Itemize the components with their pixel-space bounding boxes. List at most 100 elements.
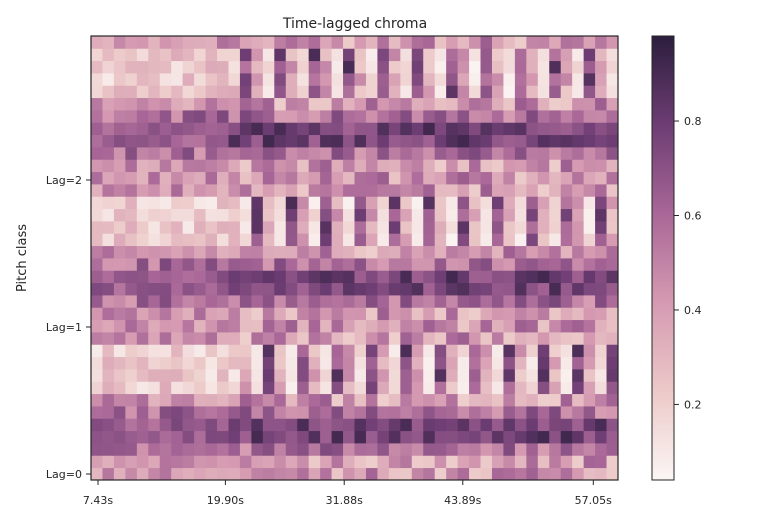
heatmap-cell xyxy=(331,282,344,296)
heatmap-cell xyxy=(274,344,287,358)
heatmap-cell xyxy=(182,332,195,345)
heatmap-cell xyxy=(423,455,436,469)
heatmap-cell xyxy=(354,430,367,444)
heatmap-cell xyxy=(354,171,367,185)
heatmap-cell xyxy=(205,60,218,74)
heatmap-cell xyxy=(136,48,149,62)
x-tick-label: 19.90s xyxy=(207,494,244,507)
heatmap-cell xyxy=(469,455,481,469)
heatmap-cell xyxy=(526,147,539,160)
heatmap-cell xyxy=(102,73,115,86)
heatmap-cell xyxy=(560,60,573,74)
heatmap-cell xyxy=(159,147,172,160)
heatmap-cell xyxy=(239,147,252,160)
heatmap-cell xyxy=(595,356,607,370)
heatmap-cell xyxy=(159,307,172,321)
heatmap-cell xyxy=(239,208,252,222)
heatmap-cell xyxy=(274,208,287,222)
heatmap-cell xyxy=(113,307,126,321)
heatmap-cell xyxy=(549,307,562,321)
heatmap-cell xyxy=(343,85,355,99)
heatmap-cell xyxy=(503,406,516,419)
heatmap-cell xyxy=(503,467,516,481)
heatmap-cell xyxy=(194,393,206,407)
heatmap-cell xyxy=(205,467,218,481)
heatmap-cell xyxy=(182,344,195,358)
heatmap-cell xyxy=(136,258,149,271)
heatmap-cell xyxy=(239,418,252,432)
heatmap-cell xyxy=(354,369,367,382)
heatmap-cell xyxy=(274,122,287,136)
heatmap-cell xyxy=(182,73,195,86)
heatmap-cell xyxy=(91,48,103,62)
heatmap-cell xyxy=(388,233,401,247)
heatmap-cell xyxy=(239,430,252,444)
heatmap-cell xyxy=(583,110,596,123)
heatmap-cell xyxy=(136,159,149,173)
heatmap-cell xyxy=(217,73,229,86)
heatmap-cell xyxy=(343,60,355,74)
heatmap-cell xyxy=(217,36,229,49)
heatmap-cell xyxy=(102,258,115,271)
heatmap-cell xyxy=(377,307,390,321)
heatmap-cell xyxy=(526,221,539,234)
heatmap-cell xyxy=(205,208,218,222)
heatmap-cell xyxy=(182,319,195,333)
heatmap-cell xyxy=(560,36,573,49)
heatmap-cell xyxy=(205,233,218,247)
heatmap-cell xyxy=(560,233,573,247)
heatmap-cell xyxy=(148,282,161,296)
heatmap-cell xyxy=(354,307,367,321)
heatmap-cell xyxy=(400,443,413,456)
heatmap-cell xyxy=(285,48,298,62)
heatmap-cell xyxy=(205,221,218,234)
heatmap-cell xyxy=(331,258,344,271)
heatmap-cell xyxy=(320,332,332,345)
heatmap-cell xyxy=(308,406,321,419)
heatmap-cell xyxy=(537,245,550,259)
heatmap-cell xyxy=(102,134,115,148)
heatmap-cell xyxy=(549,171,562,185)
heatmap-cell xyxy=(91,393,103,407)
heatmap-cell xyxy=(560,245,573,259)
heatmap-cell xyxy=(285,344,298,358)
heatmap-cell xyxy=(171,85,184,99)
heatmap-cell xyxy=(274,319,287,333)
heatmap-cell xyxy=(469,208,481,222)
heatmap-cell xyxy=(194,307,206,321)
heatmap-cell xyxy=(125,455,138,469)
heatmap-cell xyxy=(113,430,126,444)
heatmap-cell xyxy=(113,443,126,456)
heatmap-cell xyxy=(297,60,310,74)
heatmap-cell xyxy=(537,344,550,358)
heatmap-cell xyxy=(354,332,367,345)
heatmap-cell xyxy=(354,443,367,456)
heatmap-cell xyxy=(503,184,516,197)
heatmap-cell xyxy=(595,467,607,481)
heatmap-cell xyxy=(297,122,310,136)
heatmap-cell xyxy=(217,295,229,308)
heatmap-cell xyxy=(217,110,229,123)
heatmap-cell xyxy=(297,110,310,123)
heatmap-cell xyxy=(480,134,493,148)
heatmap-cell xyxy=(560,134,573,148)
heatmap-cell xyxy=(148,60,161,74)
heatmap-cell xyxy=(491,381,504,395)
heatmap-cell xyxy=(285,356,298,370)
heatmap-cell xyxy=(343,171,355,185)
heatmap-cell xyxy=(251,184,264,197)
heatmap-cell xyxy=(457,258,470,271)
heatmap-cell xyxy=(514,319,527,333)
heatmap-cell xyxy=(182,282,195,296)
heatmap-cell xyxy=(503,295,516,308)
heatmap-cell xyxy=(365,147,378,160)
heatmap-cell xyxy=(113,48,126,62)
heatmap-cell xyxy=(537,159,550,173)
heatmap-cell xyxy=(400,208,413,222)
heatmap-cell xyxy=(171,196,184,210)
heatmap-cell xyxy=(423,85,436,99)
heatmap-cell xyxy=(560,344,573,358)
heatmap-cell xyxy=(595,443,607,456)
heatmap-cell xyxy=(194,184,206,197)
heatmap-cell xyxy=(423,147,436,160)
